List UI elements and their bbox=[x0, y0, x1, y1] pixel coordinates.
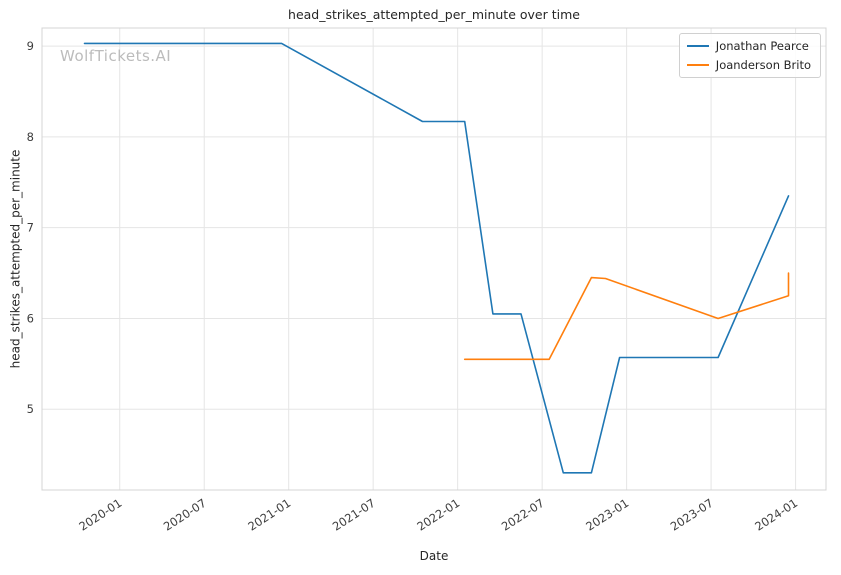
svg-text:2021-01: 2021-01 bbox=[245, 496, 293, 534]
legend-label: Jonathan Pearce bbox=[715, 39, 809, 53]
legend-line-swatch-blue bbox=[686, 45, 709, 47]
svg-text:2021-07: 2021-07 bbox=[330, 496, 378, 534]
watermark: WolfTickets.AI bbox=[60, 47, 172, 65]
x-axis-label: Date bbox=[419, 549, 449, 563]
legend-label: Joanderson Brito bbox=[715, 58, 811, 72]
svg-text:2024-01: 2024-01 bbox=[752, 496, 800, 534]
legend: Jonathan Pearce Joanderson Brito bbox=[678, 33, 821, 78]
svg-text:2023-07: 2023-07 bbox=[668, 496, 716, 534]
legend-entry-joanderson-brito: Joanderson Brito bbox=[686, 58, 811, 72]
chart-title: head_strikes_attempted_per_minute over t… bbox=[288, 7, 580, 22]
y-axis-label-wrap: head_strikes_attempted_per_minute bbox=[2, 28, 28, 490]
svg-text:2020-01: 2020-01 bbox=[76, 496, 124, 534]
legend-entry-jonathan-pearce: Jonathan Pearce bbox=[686, 39, 811, 53]
svg-text:2022-07: 2022-07 bbox=[499, 496, 547, 534]
svg-text:2023-01: 2023-01 bbox=[583, 496, 631, 534]
svg-text:2022-01: 2022-01 bbox=[414, 496, 462, 534]
svg-text:8: 8 bbox=[27, 130, 34, 144]
legend-line-swatch-orange bbox=[686, 64, 709, 66]
svg-text:6: 6 bbox=[27, 311, 34, 325]
y-axis-label: head_strikes_attempted_per_minute bbox=[8, 149, 23, 369]
svg-text:2020-07: 2020-07 bbox=[161, 496, 209, 534]
svg-text:7: 7 bbox=[27, 221, 34, 235]
svg-text:9: 9 bbox=[27, 39, 34, 53]
svg-text:5: 5 bbox=[27, 402, 34, 416]
